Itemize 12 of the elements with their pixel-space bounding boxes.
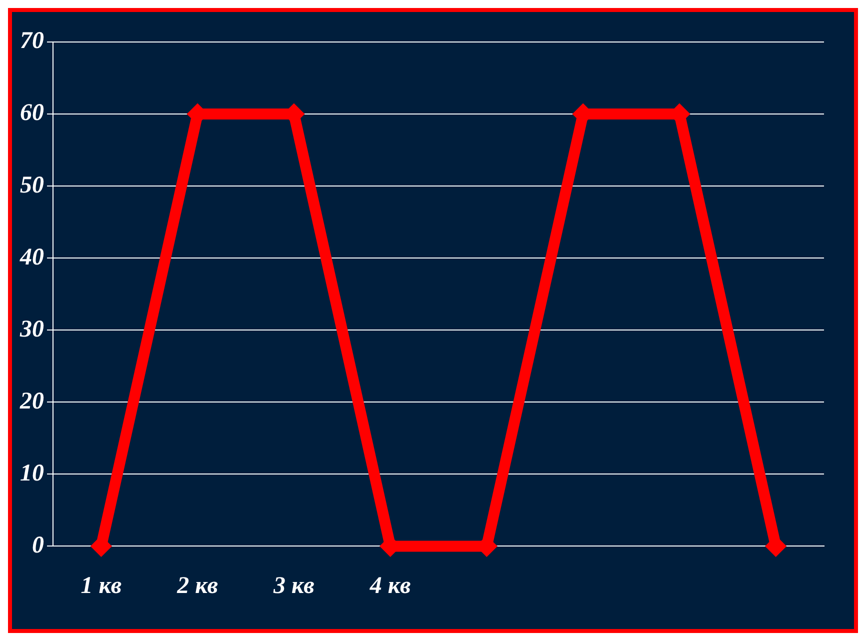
y-tick-label: 40 (19, 244, 44, 270)
x-tick-label: 3 кв (272, 572, 315, 599)
y-tick-label: 70 (20, 28, 44, 54)
x-tick-label: 1 кв (80, 572, 122, 599)
x-tick-label: 2 кв (176, 572, 218, 599)
y-tick-label: 50 (20, 172, 44, 198)
y-tick-label: 20 (19, 388, 44, 414)
y-tick-label: 60 (20, 100, 44, 126)
y-tick-label: 30 (19, 316, 44, 342)
x-tick-label: 4 кв (368, 572, 412, 599)
y-tick-label: 0 (32, 532, 44, 558)
y-tick-label: 10 (20, 460, 44, 486)
